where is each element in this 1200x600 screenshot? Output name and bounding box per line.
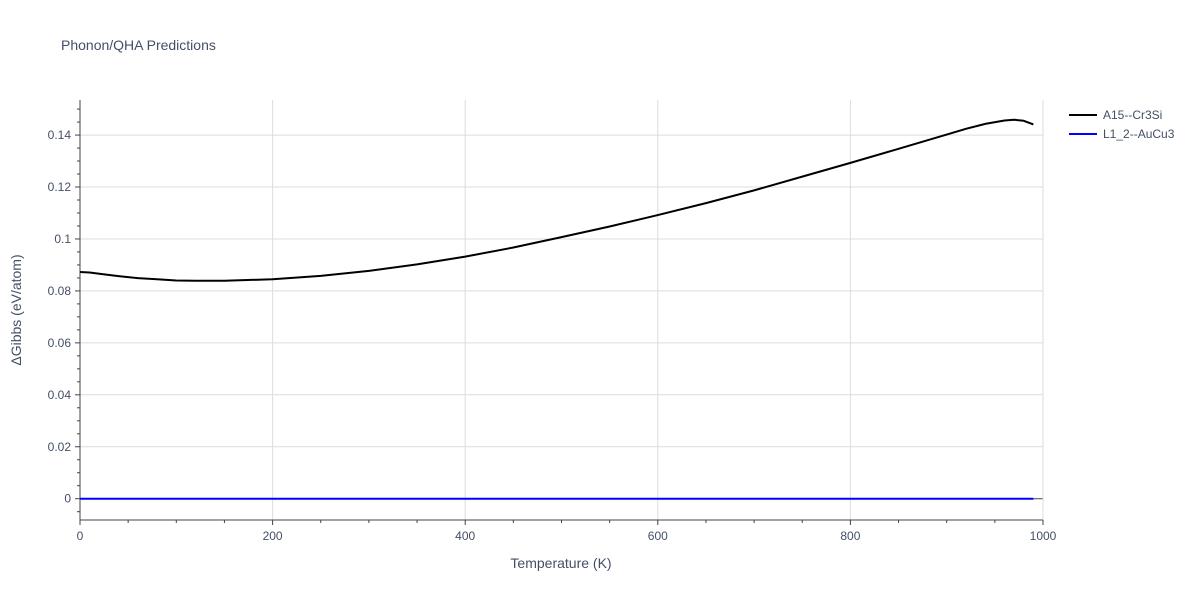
grid [80,100,1044,520]
x-axis-title: Temperature (K) [510,555,611,571]
plot-area [79,118,1034,500]
x-tick-label: 400 [455,529,475,543]
x-tick-label: 0 [77,529,84,543]
y-tick-label: 0.06 [48,336,72,350]
legend-label: L1_2--AuCu3 [1103,127,1175,141]
legend-label: A15--Cr3Si [1103,108,1162,122]
y-tick-label: 0.1 [54,232,71,246]
y-axis-title: ΔGibbs (eV/atom) [8,254,24,365]
y-tick-label: 0.14 [48,128,72,142]
x-tick-label: 1000 [1030,529,1057,543]
series-line-1 [79,118,1034,282]
x-tick-label: 800 [840,529,860,543]
y-tick-label: 0.02 [48,440,72,454]
y-tick-label: 0 [64,492,71,506]
x-tick-label: 600 [648,529,668,543]
legend[interactable]: A15--Cr3Si L1_2--AuCu3 [1069,108,1175,141]
y-tick-label: 0.04 [48,388,72,402]
y-tick-label: 0.08 [48,284,72,298]
legend-item[interactable]: L1_2--AuCu3 [1069,127,1175,141]
legend-item[interactable]: A15--Cr3Si [1069,108,1162,122]
y-tick-label: 0.12 [48,180,72,194]
x-tick-label: 200 [263,529,283,543]
axes: 0 0.02 0.04 0.06 0.08 0.1 0.12 0.14 0 200 400 600 80… [48,100,1057,543]
chart-title: Phonon/QHA Predictions [61,37,216,53]
